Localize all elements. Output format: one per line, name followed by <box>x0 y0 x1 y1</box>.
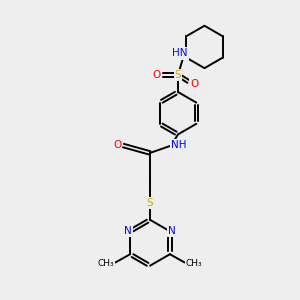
Text: O: O <box>190 79 199 89</box>
Text: NH: NH <box>171 140 187 150</box>
Text: HN: HN <box>172 48 188 59</box>
Text: CH₃: CH₃ <box>186 260 202 268</box>
Text: O: O <box>113 140 121 150</box>
Text: O: O <box>152 70 160 80</box>
Text: S: S <box>147 198 153 208</box>
Text: S: S <box>175 70 181 80</box>
Text: CH₃: CH₃ <box>98 260 114 268</box>
Text: N: N <box>168 226 176 236</box>
Text: N: N <box>124 226 132 236</box>
